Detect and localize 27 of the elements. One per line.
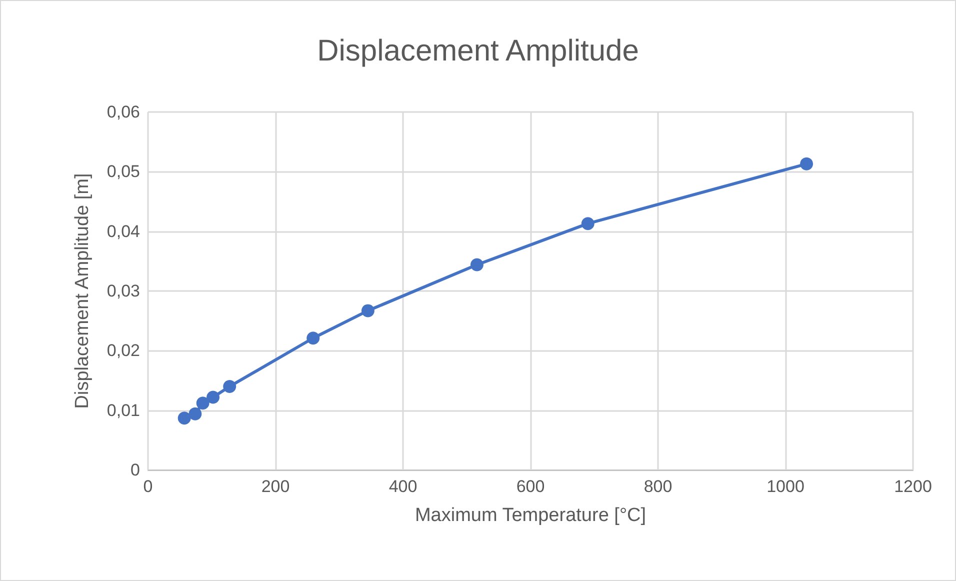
- point: [470, 258, 484, 272]
- x-tick-label: 1200: [894, 477, 932, 496]
- y-axis-title: Displacement Amplitude [m]: [72, 173, 93, 409]
- y-tick-label: 0,01: [106, 400, 140, 420]
- x-tick-label: 600: [516, 477, 545, 496]
- chart-title: Displacement Amplitude: [317, 34, 639, 68]
- point: [178, 412, 191, 425]
- x-tick-label: 0: [143, 477, 153, 496]
- y-tick-label: 0: [130, 460, 140, 480]
- point: [361, 304, 374, 318]
- x-tick-label: 200: [261, 477, 290, 496]
- x-tick-label: 800: [644, 477, 672, 496]
- point: [188, 407, 202, 420]
- x-tick-label: 400: [388, 477, 418, 496]
- x-axis-title: Maximum Temperature [°C]: [414, 505, 646, 526]
- point: [800, 157, 814, 170]
- point: [581, 217, 594, 230]
- point: [206, 390, 220, 404]
- y-tick-label: 0,02: [106, 341, 140, 360]
- y-tick-label: 0,05: [106, 162, 140, 182]
- y-tick-label: 0,04: [106, 222, 140, 241]
- y-tick-label: 0,06: [106, 102, 140, 122]
- point: [196, 396, 210, 410]
- point: [306, 332, 320, 345]
- y-tick-label: 0,03: [106, 282, 140, 300]
- x-tick-label: 1000: [766, 477, 804, 496]
- point: [223, 380, 236, 393]
